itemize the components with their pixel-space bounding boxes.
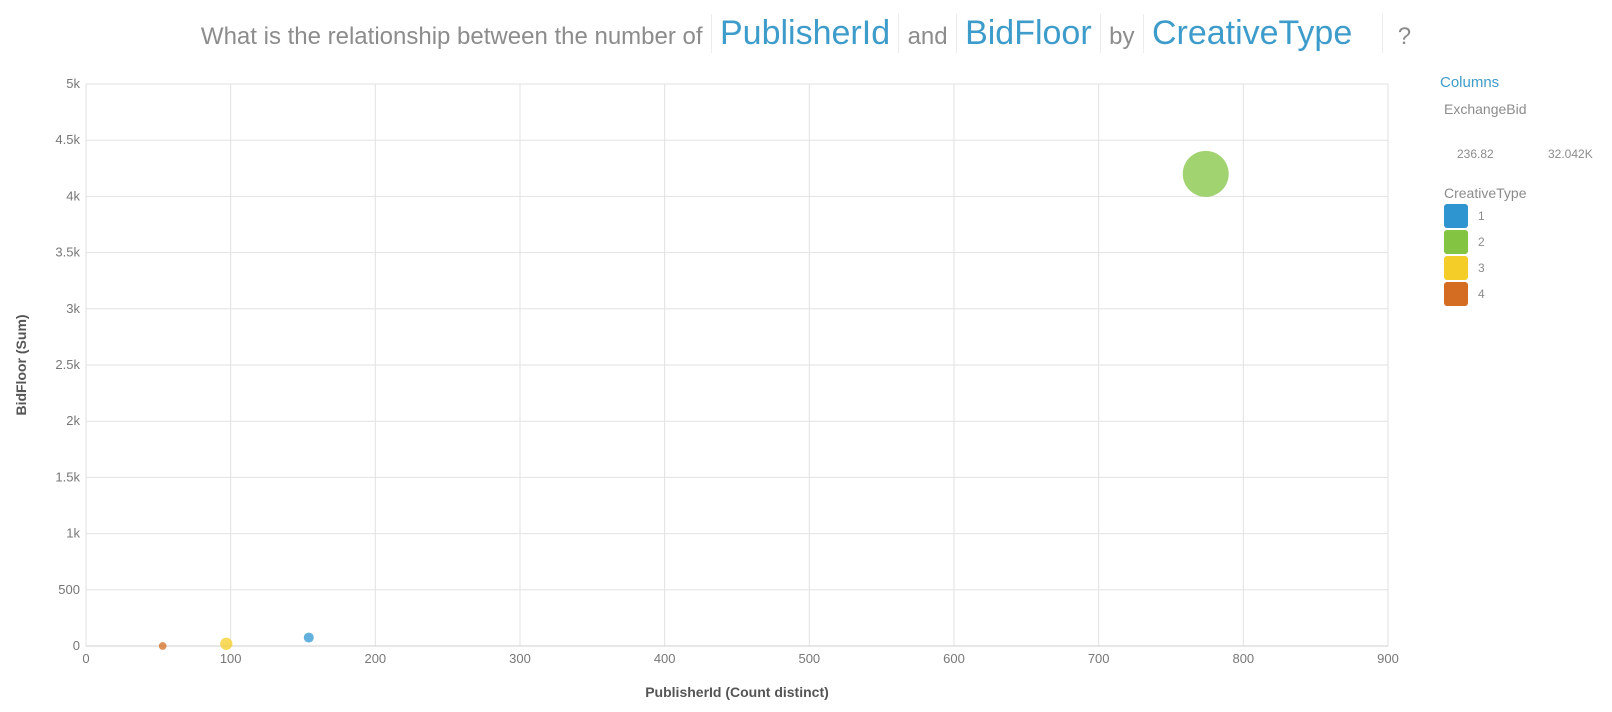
columns-link[interactable]: Columns <box>1440 74 1500 91</box>
field-creativetype[interactable]: CreativeType <box>1142 14 1384 53</box>
bubble-chart: 0 100 200 300 400 500 600 700 800 900 0 500 1k 1.5k 2k… <box>13 76 1399 700</box>
legend-item-1[interactable]: 1 <box>1444 203 1610 229</box>
field-bidfloor[interactable]: BidFloor <box>956 14 1101 53</box>
axis-ticks: 0 100 200 300 400 500 600 700 800 900 0 500 1k 1.5k 2k… <box>55 76 1398 666</box>
question-joiner-and: and <box>907 23 948 50</box>
size-legend-title: ExchangeBid <box>1444 101 1527 117</box>
y-tick-label: 1k <box>66 526 80 541</box>
legend-item-4[interactable]: 4 <box>1444 281 1610 307</box>
y-tick-label: 4k <box>66 188 80 203</box>
size-legend-range: 236.82 32.042K <box>1440 147 1610 163</box>
field-publisherid[interactable]: PublisherId <box>711 14 900 53</box>
x-tick-label: 800 <box>1232 651 1254 666</box>
x-tick-label: 100 <box>220 651 242 666</box>
size-legend-max: 32.042K <box>1548 147 1593 161</box>
y-axis-title: BidFloor (Sum) <box>13 314 29 415</box>
color-legend-items: 1 2 3 4 <box>1440 203 1610 307</box>
x-axis-title: PublisherId (Count distinct) <box>645 684 829 700</box>
bubble-creativetype-4[interactable] <box>158 642 167 650</box>
question-bar: What is the relationship between the num… <box>0 14 1612 53</box>
y-tick-label: 4.5k <box>55 132 80 147</box>
color-legend-title: CreativeType <box>1444 185 1527 201</box>
y-tick-label: 2.5k <box>55 357 80 372</box>
x-tick-label: 400 <box>654 651 676 666</box>
x-tick-label: 0 <box>82 651 89 666</box>
y-tick-label: 1.5k <box>55 469 80 484</box>
y-tick-label: 3.5k <box>55 245 80 260</box>
legend-item-label: 1 <box>1478 209 1485 223</box>
legend-swatch <box>1444 230 1468 254</box>
y-tick-label: 2k <box>66 413 80 428</box>
x-tick-label: 600 <box>943 651 965 666</box>
bubble-creativetype-3[interactable] <box>220 637 233 650</box>
legend-item-label: 4 <box>1478 287 1485 301</box>
x-tick-label: 900 <box>1377 651 1399 666</box>
x-tick-label: 200 <box>364 651 386 666</box>
question-joiner-by: by <box>1109 23 1135 50</box>
x-tick-label: 300 <box>509 651 531 666</box>
y-tick-label: 3k <box>66 301 80 316</box>
y-tick-label: 0 <box>73 638 80 653</box>
legend-item-3[interactable]: 3 <box>1444 255 1610 281</box>
legend-swatch <box>1444 204 1468 228</box>
x-tick-label: 500 <box>798 651 820 666</box>
bubble-creativetype-2[interactable] <box>1182 150 1229 197</box>
legend-swatch <box>1444 282 1468 306</box>
bubble-creativetype-1[interactable] <box>303 632 314 643</box>
question-prefix: What is the relationship between the num… <box>200 23 703 50</box>
y-tick-label: 5k <box>66 76 80 91</box>
size-legend-min: 236.82 <box>1457 147 1494 161</box>
y-tick-label: 500 <box>58 582 80 597</box>
legend-swatch <box>1444 256 1468 280</box>
x-tick-label: 700 <box>1088 651 1110 666</box>
legend-item-label: 2 <box>1478 235 1485 249</box>
question-mark: ? <box>1397 23 1412 50</box>
legend-item-2[interactable]: 2 <box>1444 229 1610 255</box>
legend: Columns ExchangeBid 236.82 32.042K Creat… <box>1440 74 1610 307</box>
legend-item-label: 3 <box>1478 261 1485 275</box>
grid <box>85 83 1389 647</box>
bubbles <box>158 150 1229 650</box>
